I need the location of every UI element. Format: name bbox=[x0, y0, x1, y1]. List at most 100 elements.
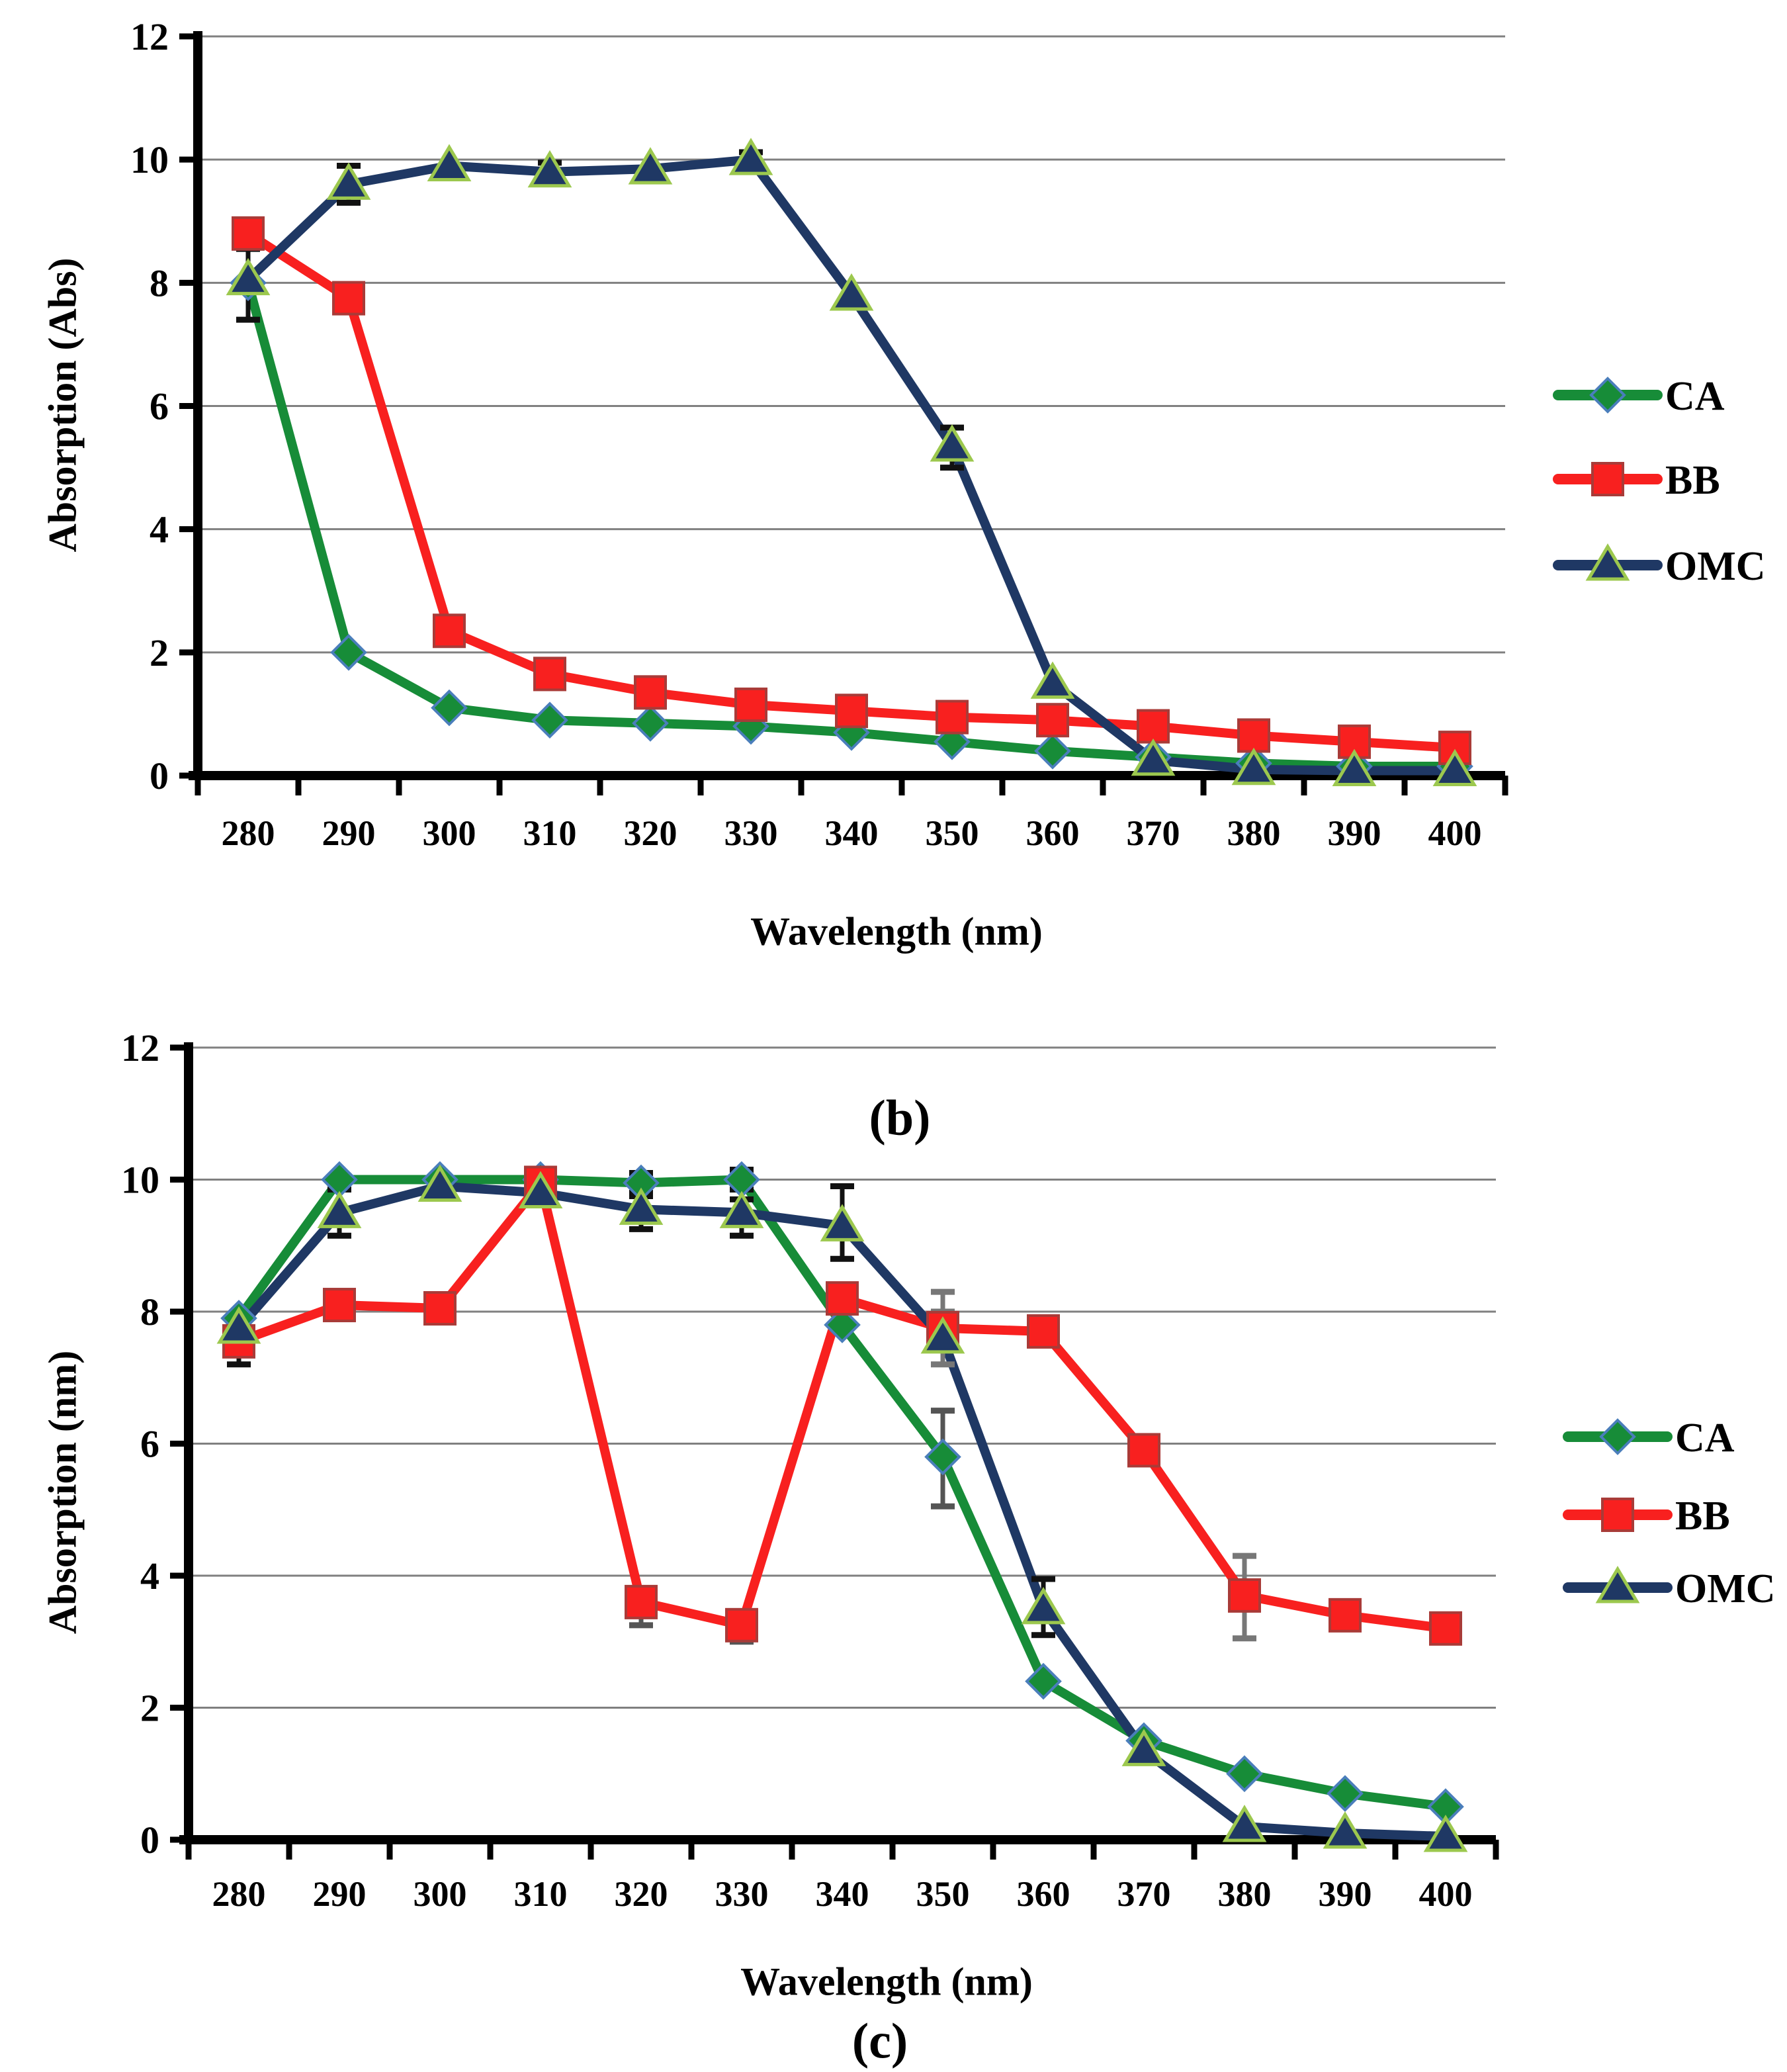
square-marker bbox=[835, 694, 868, 729]
legend-marker-OMC bbox=[1595, 1566, 1640, 1603]
square-marker bbox=[1429, 1611, 1462, 1646]
panel-caption-b: (b) bbox=[869, 1090, 931, 1146]
square-marker bbox=[533, 656, 566, 692]
series-markers-OMC bbox=[226, 138, 1477, 787]
series-line-BB bbox=[243, 228, 1460, 753]
y-tick-label: 10 bbox=[130, 138, 169, 181]
y-tick-label: 8 bbox=[150, 261, 169, 304]
diamond-marker bbox=[531, 701, 568, 739]
x-axis-title-b: Wavelength (nm) bbox=[750, 909, 1043, 954]
y-tick-label: 0 bbox=[140, 1819, 159, 1862]
legend-item-OMC: OMC bbox=[1553, 543, 1766, 589]
series-line-OMC bbox=[243, 155, 1460, 776]
x-tick-label: 300 bbox=[414, 1874, 467, 1914]
square-marker bbox=[1237, 718, 1270, 753]
diamond-marker bbox=[330, 634, 367, 671]
triangle-marker bbox=[527, 150, 572, 188]
diamond-marker bbox=[1034, 732, 1071, 770]
square-marker bbox=[1137, 709, 1170, 744]
triangle-marker bbox=[829, 273, 874, 311]
legend: CA BB OMC bbox=[1563, 1416, 1776, 1611]
x-tick-label: 390 bbox=[1319, 1874, 1372, 1914]
legend-label-OMC: OMC bbox=[1675, 1566, 1776, 1611]
y-tick-label: 10 bbox=[121, 1159, 159, 1202]
diamond-marker bbox=[824, 1306, 861, 1343]
y-tick-label: 8 bbox=[140, 1290, 159, 1333]
axis-ticks bbox=[170, 1044, 1499, 1860]
triangle-marker bbox=[317, 1191, 362, 1228]
legend-label-BB: BB bbox=[1665, 458, 1720, 503]
triangle-marker bbox=[1423, 1815, 1468, 1852]
legend-label-CA: CA bbox=[1675, 1416, 1735, 1461]
y-tick-label: 4 bbox=[140, 1554, 159, 1598]
legend-item-BB: BB bbox=[1563, 1494, 1730, 1539]
panel-b: 0 2 4 6 8 10 12 280 290 300 310 320 330 340 350 360 370 3… bbox=[130, 15, 1766, 853]
x-tick-label: 340 bbox=[816, 1874, 869, 1914]
diamond-marker bbox=[431, 689, 468, 727]
triangle-marker bbox=[728, 138, 773, 175]
x-tick-label: 370 bbox=[1117, 1874, 1171, 1914]
legend-marker-OMC bbox=[1585, 543, 1630, 581]
square-marker bbox=[433, 613, 466, 649]
triangle-marker bbox=[326, 162, 371, 200]
x-tick-label: 380 bbox=[1218, 1874, 1272, 1914]
square-marker bbox=[1329, 1598, 1362, 1633]
legend-marker-BB bbox=[1601, 1498, 1634, 1532]
gridlines bbox=[198, 35, 1505, 654]
triangle-marker bbox=[1030, 661, 1075, 699]
y-tick-label: 6 bbox=[140, 1423, 159, 1466]
diamond-marker bbox=[1226, 1755, 1263, 1793]
diamond-marker bbox=[1025, 1662, 1062, 1700]
diamond-marker bbox=[934, 723, 971, 760]
panel-c: 0 2 4 6 8 10 12 280 290 300 310 320 330 340 350 360 370 3… bbox=[121, 1026, 1776, 1914]
series-markers-OMC bbox=[216, 1164, 1468, 1852]
x-tick-label: 400 bbox=[1428, 813, 1482, 853]
square-marker bbox=[1036, 703, 1069, 738]
series-markers-BB bbox=[232, 216, 1471, 766]
triangle-marker bbox=[1323, 1811, 1368, 1849]
diamond-marker bbox=[924, 1438, 961, 1476]
square-marker bbox=[936, 699, 969, 735]
square-marker bbox=[323, 1288, 356, 1323]
triangle-marker bbox=[427, 144, 472, 181]
y-axis-title-b: Absorption (Abs) bbox=[40, 257, 85, 553]
triangle-marker bbox=[1432, 748, 1477, 787]
legend-label-OMC: OMC bbox=[1665, 544, 1766, 589]
x-tick-label: 310 bbox=[523, 813, 577, 853]
y-tick-label: 2 bbox=[140, 1687, 159, 1730]
x-tick-label: 320 bbox=[615, 1874, 668, 1914]
x-tick-label: 280 bbox=[222, 813, 275, 853]
x-tick-label: 300 bbox=[423, 813, 476, 853]
y-tick-label: 0 bbox=[150, 754, 169, 797]
diamond-marker bbox=[632, 705, 669, 742]
series-markers-CA bbox=[220, 1161, 1464, 1825]
axis-ticks bbox=[179, 33, 1508, 795]
x-tick-label: 360 bbox=[1026, 813, 1080, 853]
square-marker bbox=[332, 281, 365, 316]
y-tick-label: 4 bbox=[150, 508, 169, 551]
triangle-marker bbox=[628, 147, 673, 185]
legend: CA BB OMC bbox=[1553, 374, 1766, 589]
legend-marker-CA bbox=[1599, 1418, 1636, 1455]
legend-item-OMC: OMC bbox=[1563, 1566, 1776, 1611]
triangle-marker bbox=[216, 1306, 261, 1344]
x-tick-label: 310 bbox=[514, 1874, 568, 1914]
y-tick-label: 12 bbox=[130, 15, 169, 58]
series-line-CA bbox=[234, 1175, 1450, 1812]
x-tick-label: 330 bbox=[724, 813, 778, 853]
tick-labels: 0 2 4 6 8 10 12 280 290 300 310 320 330 340 350 360 370 3… bbox=[121, 1026, 1473, 1914]
x-tick-label: 280 bbox=[212, 1874, 266, 1914]
triangle-marker bbox=[1332, 748, 1377, 787]
square-marker bbox=[725, 1607, 758, 1643]
legend-label-BB: BB bbox=[1675, 1494, 1730, 1539]
x-tick-label: 330 bbox=[715, 1874, 769, 1914]
triangle-marker bbox=[619, 1187, 664, 1225]
x-tick-label: 400 bbox=[1419, 1874, 1473, 1914]
triangle-marker bbox=[920, 1316, 965, 1354]
y-tick-label: 2 bbox=[150, 631, 169, 674]
triangle-marker bbox=[719, 1191, 764, 1228]
legend-item-CA: CA bbox=[1553, 374, 1725, 419]
x-tick-label: 290 bbox=[322, 813, 376, 853]
x-tick-label: 370 bbox=[1127, 813, 1180, 853]
